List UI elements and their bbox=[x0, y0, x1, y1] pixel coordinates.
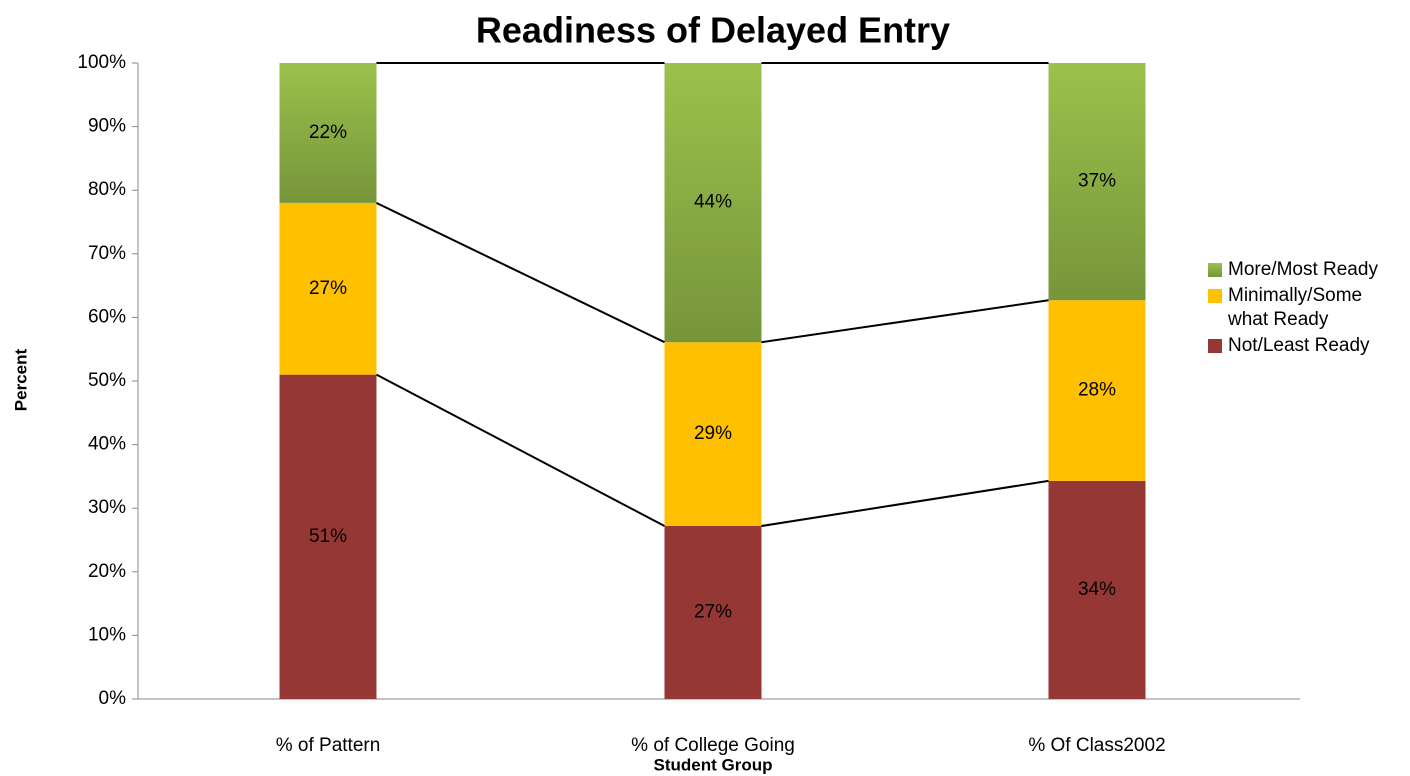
legend: More/Most Ready Minimally/Some what Ready… bbox=[1208, 258, 1408, 360]
chart-title: Readiness of Delayed Entry bbox=[476, 10, 950, 51]
y-tick-label: 20% bbox=[88, 561, 126, 582]
legend-entry: More/Most Ready bbox=[1208, 258, 1408, 282]
data-label: 37% bbox=[1078, 171, 1116, 192]
legend-label: Not/Least Ready bbox=[1228, 335, 1370, 356]
data-label: 27% bbox=[309, 278, 347, 299]
x-axis-title: Student Group bbox=[654, 755, 773, 774]
bar-segment bbox=[279, 202, 377, 375]
legend-entry: Minimally/Some what Ready bbox=[1208, 284, 1408, 332]
y-tick-label: 70% bbox=[88, 243, 126, 264]
data-label: 27% bbox=[694, 602, 732, 623]
data-label: 22% bbox=[309, 122, 347, 143]
y-tick-label: 100% bbox=[77, 52, 126, 73]
y-tick-label: 90% bbox=[88, 116, 126, 137]
y-tick-label: 0% bbox=[99, 688, 127, 709]
data-label: 29% bbox=[694, 423, 732, 444]
y-tick-label: 30% bbox=[88, 497, 126, 518]
data-label: 34% bbox=[1078, 579, 1116, 600]
legend-label: Minimally/Some what Ready bbox=[1228, 285, 1363, 330]
y-tick-label: 10% bbox=[88, 624, 126, 645]
legend-swatch bbox=[1208, 339, 1222, 353]
y-axis-title: Percent bbox=[11, 348, 30, 411]
series-line bbox=[761, 479, 1049, 527]
series-line bbox=[761, 299, 1049, 344]
x-tick-label: % of College Going bbox=[631, 735, 795, 756]
bar-segment bbox=[664, 342, 762, 527]
x-tick-label: % of Pattern bbox=[276, 735, 381, 756]
legend-swatch bbox=[1208, 263, 1222, 277]
legend-swatch bbox=[1208, 289, 1222, 303]
bar-segment bbox=[664, 63, 762, 343]
x-tick-label: % Of Class2002 bbox=[1028, 735, 1165, 756]
bar-segment bbox=[664, 526, 762, 699]
y-tick-label: 50% bbox=[88, 370, 126, 391]
series-line bbox=[376, 202, 665, 344]
bar-segment bbox=[1048, 63, 1146, 301]
data-label: 51% bbox=[309, 526, 347, 547]
legend-label: More/Most Ready bbox=[1228, 259, 1378, 280]
series-line bbox=[376, 373, 665, 527]
bar-segment bbox=[1048, 300, 1146, 481]
data-label: 44% bbox=[694, 192, 732, 213]
bar-segment bbox=[279, 374, 377, 699]
y-tick-label: 80% bbox=[88, 179, 126, 200]
bar-segment bbox=[279, 63, 377, 203]
data-label: 28% bbox=[1078, 380, 1116, 401]
legend-entry: Not/Least Ready bbox=[1208, 334, 1408, 358]
y-tick-label: 60% bbox=[88, 306, 126, 327]
y-tick-label: 40% bbox=[88, 434, 126, 455]
bar-segment bbox=[1048, 480, 1146, 699]
